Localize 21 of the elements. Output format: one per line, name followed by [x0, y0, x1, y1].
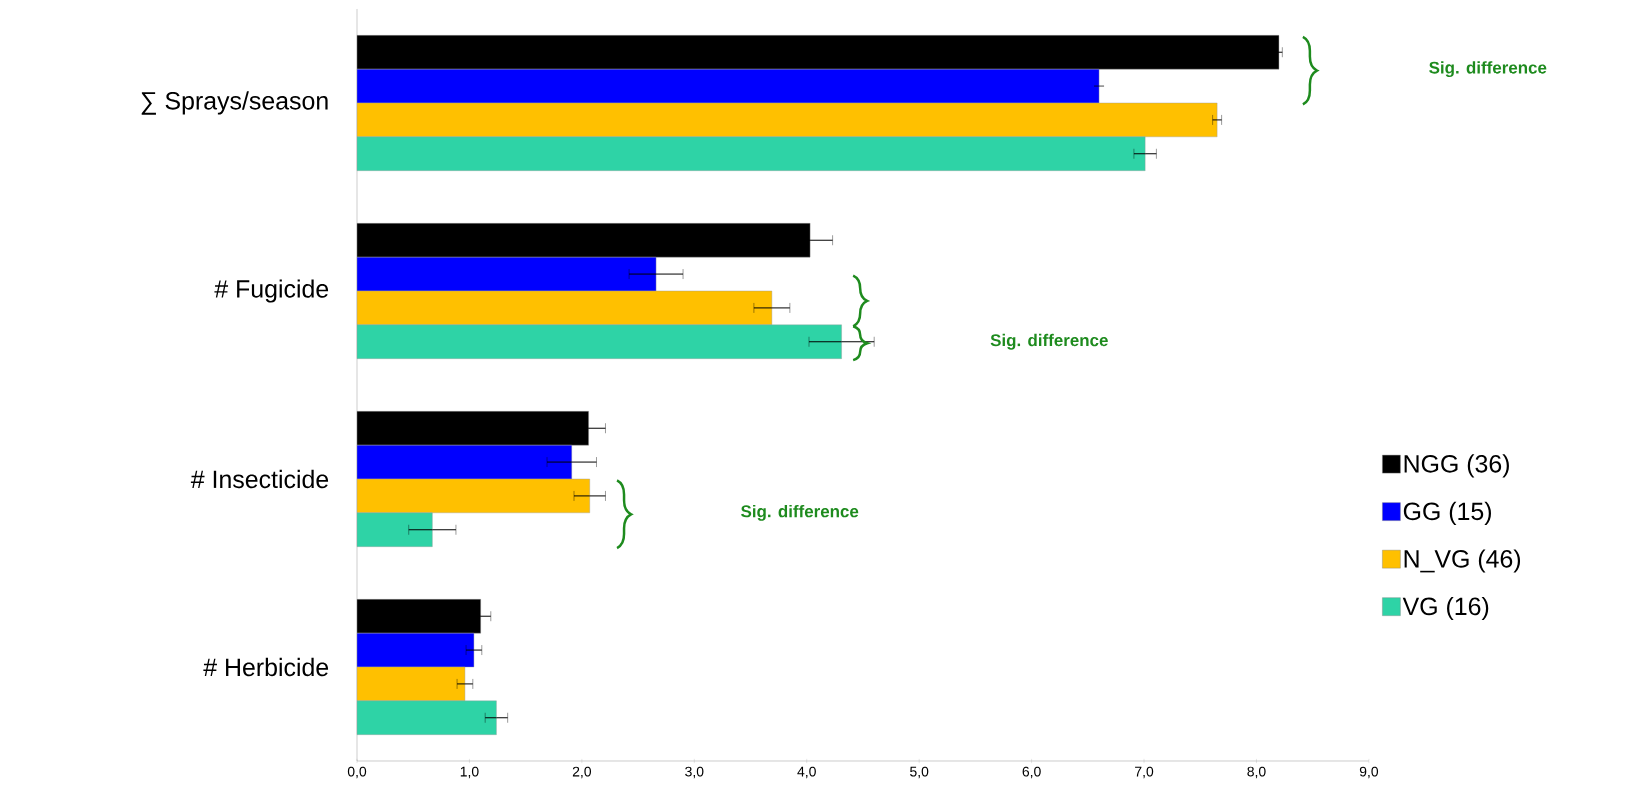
legend-label: VG (16) [1402, 596, 1489, 621]
x-tick-label: 2,0 [572, 766, 592, 779]
x-tick-label: 4,0 [797, 766, 816, 779]
x-tick-label: 8,0 [1247, 766, 1266, 779]
x-tick-label: 6,0 [1022, 766, 1041, 779]
x-tick-label: 9,0 [1359, 766, 1379, 779]
x-tick-label: 1,0 [460, 766, 479, 779]
annotation: Sig. difference [741, 504, 859, 521]
y-tick-label: ∑ Sprays/season [141, 91, 328, 115]
x-tick-label: 0,0 [347, 766, 367, 779]
legend-label: GG (15) [1403, 501, 1491, 526]
x-tick-label: 7,0 [1135, 766, 1154, 779]
x-tick-label: 3,0 [685, 766, 704, 779]
y-tick-label: # Herbicide [203, 657, 329, 677]
legend-label: NGG (36) [1404, 454, 1509, 478]
annotation: Sig. difference [990, 333, 1108, 350]
x-tick-label: 5,0 [910, 766, 929, 779]
y-tick-label: # Insecticide [190, 469, 329, 489]
legend-label: N_VG (46) [1404, 549, 1521, 573]
text: Sig. difference [1429, 61, 1547, 78]
y-tick-label: # Fugicide [214, 279, 329, 303]
